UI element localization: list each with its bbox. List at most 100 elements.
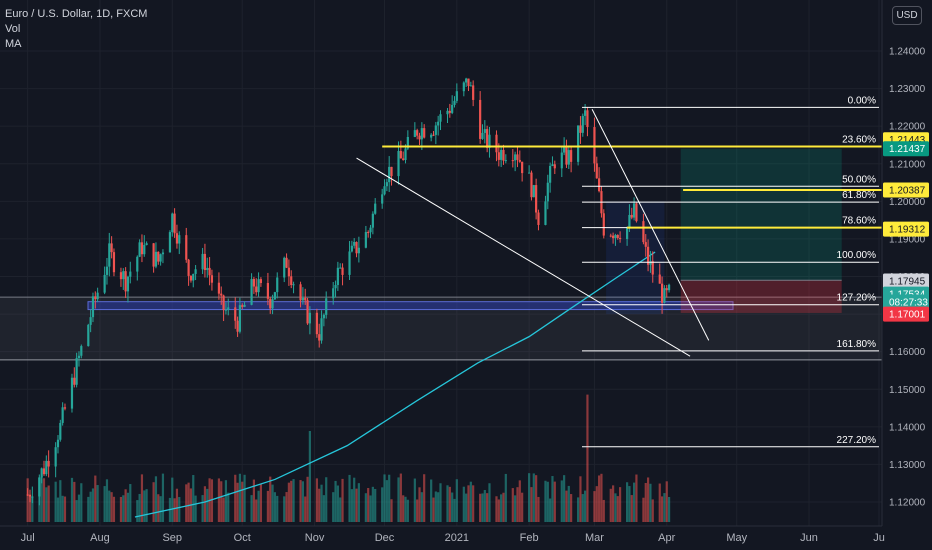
volume-bar <box>453 498 456 522</box>
volume-bar <box>238 473 242 522</box>
volume-bar <box>549 498 552 522</box>
candle-body <box>189 275 193 281</box>
volume-bar <box>563 475 566 522</box>
candle-body <box>614 235 617 239</box>
volume-bar <box>437 492 440 522</box>
volume-bar <box>495 496 498 522</box>
time-axis-tick: 2021 <box>445 532 469 544</box>
volume-bar <box>397 477 400 522</box>
volume-bar <box>385 480 388 522</box>
candle-body <box>625 227 629 240</box>
volume-bar <box>252 479 256 522</box>
volume-bar <box>138 493 141 522</box>
volume-bar <box>241 481 244 522</box>
candle-body <box>257 279 260 293</box>
candle-body <box>187 259 190 276</box>
candle-body <box>406 136 409 149</box>
trendline <box>356 157 691 357</box>
volume-bar <box>546 481 549 522</box>
price-axis-tick: 1.19000 <box>889 234 926 245</box>
candle-body <box>285 257 288 268</box>
candle-body <box>437 121 440 126</box>
volume-bar <box>273 492 276 522</box>
volume-bar <box>28 496 32 522</box>
volume-bar <box>516 487 519 522</box>
fib-level-label: 227.20% <box>837 435 877 446</box>
volume-bar <box>434 491 437 522</box>
candle-body <box>595 163 598 179</box>
candle-body <box>157 251 160 262</box>
volume-bar <box>112 496 116 522</box>
volume-bar <box>171 477 174 522</box>
volume-bar <box>663 493 666 522</box>
volume-bar <box>488 483 491 522</box>
candle-body <box>465 78 468 83</box>
candle-body <box>488 134 491 148</box>
candle-body <box>502 149 505 161</box>
candle-body <box>385 182 388 187</box>
candle-body <box>448 110 451 113</box>
candle-body <box>612 235 615 239</box>
candle-body <box>357 247 360 254</box>
volume-bar <box>469 481 472 522</box>
candle-body <box>124 271 127 292</box>
candle-body <box>472 85 475 100</box>
volume-bar <box>306 476 309 522</box>
candle-body <box>220 293 223 296</box>
volume-bar <box>486 493 489 522</box>
candle-body <box>390 166 393 177</box>
volume-bar <box>94 475 97 522</box>
volume-bar <box>455 479 458 522</box>
volume-bar <box>497 499 500 522</box>
candle-body <box>630 214 633 218</box>
price-axis-tick: 1.22000 <box>889 122 926 133</box>
volume-bar <box>630 495 633 522</box>
volume-bar <box>292 479 295 522</box>
volume-bar <box>271 484 274 522</box>
price-label-bg <box>883 221 929 237</box>
volume-bar <box>364 493 367 522</box>
candle-body <box>110 243 113 253</box>
candle-body <box>371 213 374 228</box>
candle-body <box>577 125 580 162</box>
time-axis-tick: Nov <box>305 532 325 544</box>
volume-bar <box>250 495 253 522</box>
candle-body <box>103 274 106 293</box>
volume-bar <box>108 490 111 522</box>
volume-bar <box>56 497 60 522</box>
volume-bar <box>201 495 204 522</box>
candle-body <box>481 132 484 139</box>
candle-body <box>178 235 181 244</box>
candle-body <box>479 99 482 139</box>
fib-level-label: 0.00% <box>848 95 876 106</box>
candle-body <box>306 300 309 324</box>
candle-body <box>455 91 458 101</box>
candle-body <box>418 135 421 140</box>
candle-body <box>318 334 321 341</box>
volume-bar <box>544 480 547 522</box>
candle-body <box>108 243 111 267</box>
candle-body <box>31 496 34 498</box>
volume-bar <box>178 497 181 522</box>
candle-body <box>350 245 353 252</box>
time-axis-tick: Jul <box>21 532 35 544</box>
volume-bar <box>325 477 328 522</box>
volume-bar <box>124 489 127 522</box>
candle-body <box>45 460 48 475</box>
candle-body <box>434 125 437 135</box>
price-axis-tick: 1.20000 <box>889 197 926 208</box>
volume-bar <box>406 499 409 522</box>
price-label-text: 08:27:33 <box>889 298 928 309</box>
volume-bar <box>553 481 556 522</box>
candle-body <box>609 235 612 237</box>
candle-body <box>593 127 596 164</box>
candle-body <box>532 185 535 198</box>
volume-bar <box>152 482 155 522</box>
candle-body <box>581 115 584 133</box>
candle-body <box>320 318 323 341</box>
volume-bar <box>45 487 48 522</box>
currency-button[interactable]: USD <box>892 6 922 25</box>
price-axis-tick: 1.15000 <box>889 385 926 396</box>
candle-body <box>546 182 549 202</box>
